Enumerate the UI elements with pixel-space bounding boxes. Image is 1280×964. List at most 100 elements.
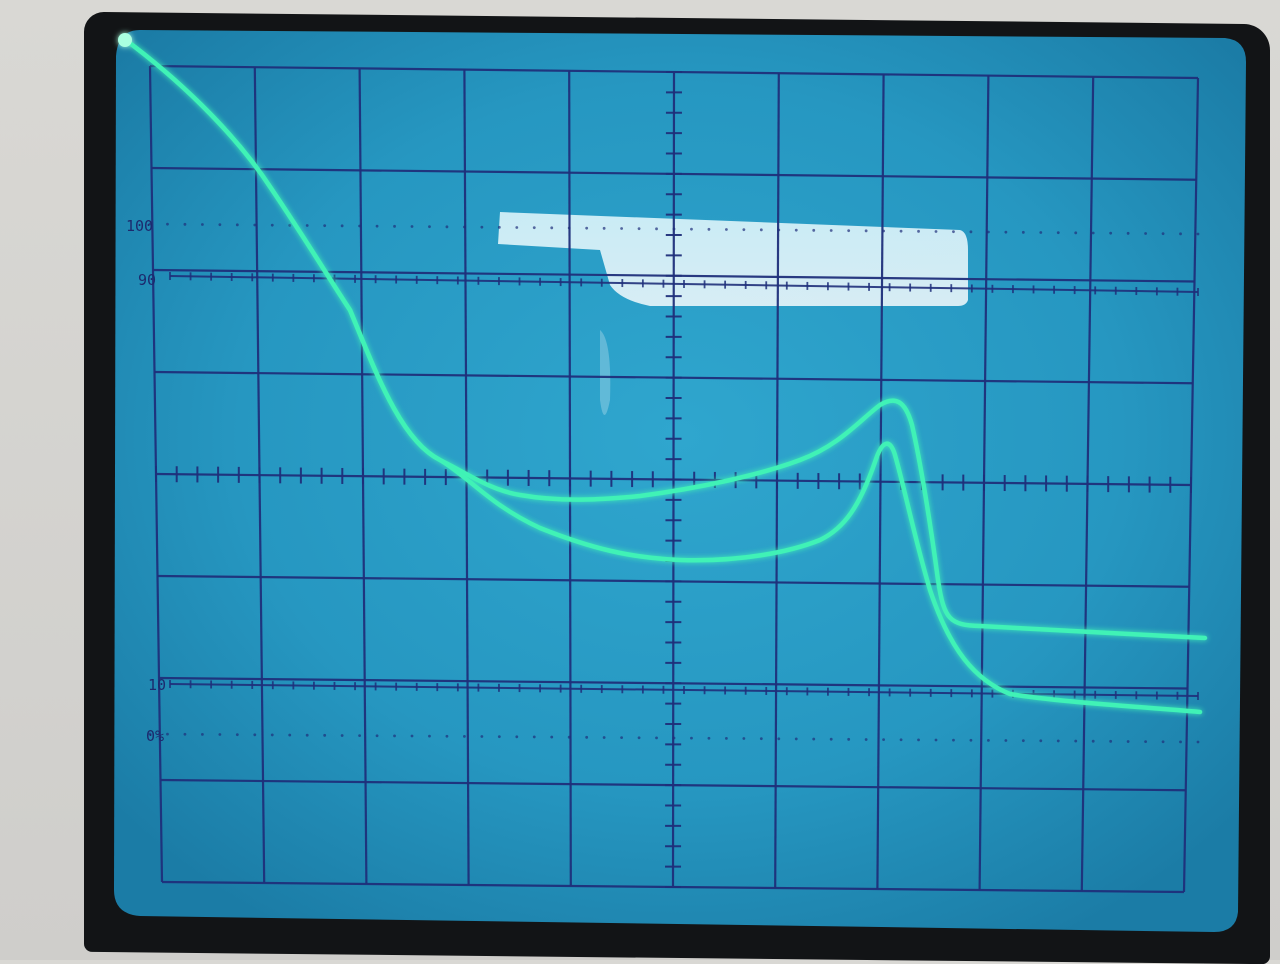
reference-dot-100 — [585, 226, 589, 230]
reference-dot-100 — [1039, 231, 1043, 234]
reference-dot-0 — [917, 738, 920, 742]
reference-dot-100 — [375, 224, 379, 228]
reference-dot-100 — [166, 222, 169, 226]
reference-dot-0 — [742, 737, 746, 740]
reference-dot-0 — [585, 735, 589, 739]
reference-dot-100 — [882, 229, 885, 233]
reference-dot-100 — [480, 225, 484, 229]
reference-dot-0 — [550, 735, 554, 739]
reference-dot-0 — [183, 732, 187, 736]
reference-dot-0 — [1039, 739, 1043, 743]
reference-dot-0 — [969, 738, 973, 742]
reference-dot-0 — [655, 736, 658, 740]
reference-dot-100 — [253, 223, 257, 227]
reference-dot-0 — [288, 733, 292, 737]
reference-dot-100 — [655, 227, 658, 231]
reference-dot-0 — [201, 733, 204, 736]
reference-dot-100 — [1056, 231, 1060, 235]
reference-dot-0 — [532, 735, 536, 739]
reference-dot-0 — [1126, 740, 1130, 743]
reference-dot-100 — [602, 226, 606, 230]
reference-dot-0 — [463, 735, 466, 738]
reference-dot-100 — [1004, 230, 1008, 234]
reference-dot-100 — [463, 225, 466, 229]
reference-dot-0 — [253, 733, 257, 737]
reference-dot-100 — [323, 224, 327, 228]
reference-dot-100 — [917, 229, 920, 233]
reference-dot-0 — [1056, 739, 1060, 743]
reference-dot-100 — [987, 230, 990, 234]
reference-dot-0 — [567, 735, 571, 739]
reference-dot-0 — [445, 734, 449, 738]
reference-dot-100 — [794, 228, 798, 232]
label-100: 100 — [126, 217, 153, 235]
reference-dot-100 — [410, 225, 414, 228]
reference-dot-100 — [1161, 232, 1165, 236]
reference-dot-100 — [1126, 231, 1130, 235]
reference-dot-0 — [1074, 739, 1078, 743]
reference-dot-0 — [305, 733, 309, 737]
reference-dot-0 — [725, 737, 728, 740]
reference-dot-100 — [1196, 232, 1200, 236]
reference-dot-100 — [969, 230, 973, 234]
reference-dot-100 — [829, 229, 833, 232]
reference-dot-0 — [707, 736, 711, 740]
reference-dot-100 — [952, 230, 955, 234]
crt-face — [114, 30, 1246, 932]
reference-dot-0 — [847, 737, 851, 741]
reference-dot-0 — [1091, 739, 1095, 743]
label-90: 90 — [138, 271, 156, 289]
reference-dot-0 — [1179, 740, 1182, 744]
reference-dot-0 — [1161, 740, 1165, 744]
reference-dot-0 — [864, 738, 868, 741]
reference-dot-100 — [288, 223, 292, 227]
reference-dot-100 — [550, 226, 554, 230]
reference-dot-0 — [829, 737, 833, 741]
reference-dot-100 — [707, 227, 711, 231]
reference-dot-0 — [690, 736, 693, 740]
label-0-percent: 0% — [146, 727, 164, 745]
reference-dot-100 — [1074, 231, 1078, 235]
reference-dot-100 — [672, 227, 676, 231]
reference-dot-0 — [620, 736, 623, 739]
reference-dot-100 — [567, 226, 571, 230]
trace-start-spot — [118, 33, 132, 47]
reference-dot-0 — [393, 734, 396, 738]
reference-dot-100 — [270, 223, 274, 227]
reference-dot-0 — [340, 734, 344, 737]
reference-dot-100 — [1109, 231, 1113, 235]
reference-dot-100 — [1021, 230, 1025, 234]
reference-dot-0 — [497, 735, 501, 739]
reference-dot-100 — [812, 228, 816, 232]
reference-dot-100 — [305, 224, 309, 227]
trace-lower — [120, 35, 1203, 715]
reference-dot-0 — [882, 738, 885, 741]
reference-dot-100 — [428, 225, 431, 229]
reference-dot-0 — [515, 735, 519, 739]
reference-dot-0 — [1144, 740, 1147, 743]
level-labels: 100 90 10 0% — [126, 217, 166, 745]
reference-dot-100 — [777, 228, 781, 232]
reference-dot-100 — [235, 223, 239, 227]
reference-dot-100 — [218, 223, 222, 227]
reference-dot-0 — [166, 732, 169, 736]
reference-dot-100 — [183, 222, 187, 226]
reference-dot-100 — [1144, 232, 1147, 235]
reference-dot-0 — [1109, 739, 1113, 743]
reference-dot-0 — [410, 734, 414, 738]
reference-dot-100 — [532, 226, 536, 230]
reference-dot-100 — [847, 229, 851, 233]
reference-dot-100 — [445, 225, 449, 229]
reference-dot-100 — [725, 228, 728, 231]
reference-dot-0 — [759, 737, 763, 741]
reference-dot-100 — [1091, 231, 1095, 235]
reference-dot-100 — [497, 225, 501, 229]
reference-dot-0 — [1004, 739, 1008, 742]
reference-dot-0 — [218, 733, 222, 736]
reference-dot-0 — [952, 738, 955, 742]
reference-dot-0 — [1021, 739, 1025, 743]
reference-dot-0 — [637, 736, 641, 740]
reference-dot-100 — [637, 227, 641, 231]
reference-dot-0 — [148, 732, 152, 736]
